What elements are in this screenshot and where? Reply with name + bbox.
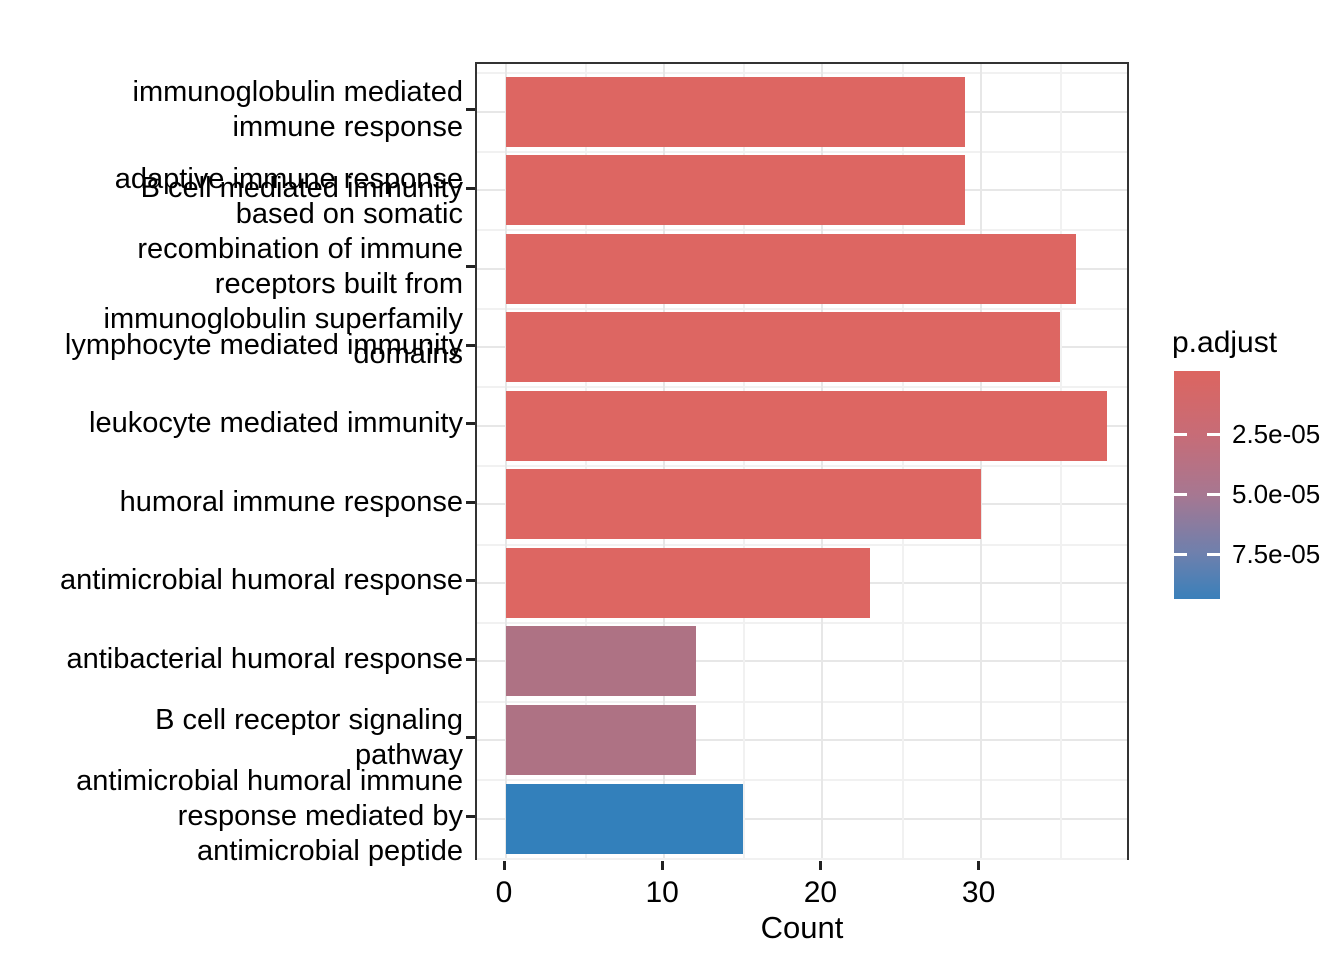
- bar: [506, 704, 696, 775]
- y-tick: [466, 343, 475, 347]
- h-major-gridline: [477, 817, 1127, 820]
- y-axis-label: adaptive immune response based on somati…: [103, 162, 463, 370]
- x-tick: [977, 861, 981, 870]
- h-minor-gridline: [477, 229, 1127, 232]
- x-tick-label: 0: [495, 876, 513, 909]
- y-tick: [466, 657, 475, 661]
- y-tick: [466, 422, 475, 426]
- h-minor-gridline: [477, 72, 1127, 75]
- x-tick: [818, 861, 822, 870]
- h-minor-gridline: [477, 386, 1127, 389]
- legend-tick-label: 7.5e-05: [1232, 539, 1321, 569]
- y-axis-label: humoral immune response: [119, 485, 463, 518]
- v-minor-gridline: [901, 64, 904, 858]
- legend-tick-mark: [1174, 493, 1187, 496]
- bar: [506, 233, 1076, 304]
- x-tick: [502, 861, 506, 870]
- bar: [506, 547, 870, 618]
- x-axis-title: Count: [760, 910, 844, 945]
- legend-tick-mark: [1174, 553, 1187, 556]
- y-axis-label: antimicrobial humoral immune response me…: [76, 765, 463, 868]
- bar: [506, 626, 696, 697]
- h-major-gridline: [477, 660, 1127, 663]
- bar: [506, 390, 1108, 461]
- x-tick-label: 10: [645, 876, 679, 909]
- h-minor-gridline: [477, 543, 1127, 546]
- bar: [506, 312, 1060, 383]
- h-major-gridline: [477, 738, 1127, 741]
- v-minor-gridline: [743, 64, 746, 858]
- y-axis-label: lymphocyte mediated immunity: [64, 328, 463, 361]
- bar: [506, 76, 965, 147]
- y-axis-label: B cell receptor signaling pathway: [155, 703, 463, 771]
- y-tick: [466, 736, 475, 740]
- v-major-gridline: [505, 64, 507, 858]
- legend-tick-mark: [1207, 553, 1220, 556]
- plot-panel: [475, 62, 1129, 860]
- x-tick-label: 30: [961, 876, 996, 909]
- h-minor-gridline: [477, 857, 1127, 860]
- y-tick: [466, 186, 475, 190]
- legend-gradient-bar: [1174, 371, 1220, 599]
- y-tick: [466, 265, 475, 269]
- y-tick: [466, 500, 475, 504]
- h-minor-gridline: [477, 622, 1127, 625]
- h-minor-gridline: [477, 465, 1127, 468]
- legend-tick-mark: [1207, 493, 1220, 496]
- v-major-gridline: [821, 64, 824, 858]
- v-minor-gridline: [585, 64, 588, 858]
- h-minor-gridline: [477, 150, 1127, 153]
- x-tick: [660, 861, 664, 870]
- y-tick: [466, 108, 475, 111]
- y-tick: [466, 579, 475, 583]
- legend-tick-mark: [1207, 433, 1220, 436]
- legend-tick-label: 2.5e-05: [1232, 419, 1321, 449]
- bar: [506, 155, 965, 226]
- y-axis-label: immunoglobulin mediated immune response: [132, 75, 463, 143]
- y-axis-label: leukocyte mediated immunity: [89, 407, 463, 440]
- x-tick-label: 20: [803, 876, 838, 909]
- legend-tick-label: 5.0e-05: [1232, 479, 1321, 509]
- v-major-gridline: [979, 64, 982, 858]
- h-minor-gridline: [477, 307, 1127, 310]
- legend-title: p.adjust: [1172, 326, 1278, 359]
- v-major-gridline: [663, 64, 666, 858]
- legend-tick-mark: [1174, 433, 1187, 436]
- y-tick: [466, 815, 475, 819]
- y-axis-label: antimicrobial humoral response: [60, 564, 463, 597]
- bar: [506, 469, 981, 540]
- h-minor-gridline: [477, 779, 1127, 782]
- h-minor-gridline: [477, 700, 1127, 703]
- bar: [506, 783, 744, 854]
- v-minor-gridline: [1059, 64, 1062, 858]
- y-axis-label: antibacterial humoral response: [66, 642, 463, 675]
- y-axis-label: B cell mediated immunity: [140, 171, 463, 204]
